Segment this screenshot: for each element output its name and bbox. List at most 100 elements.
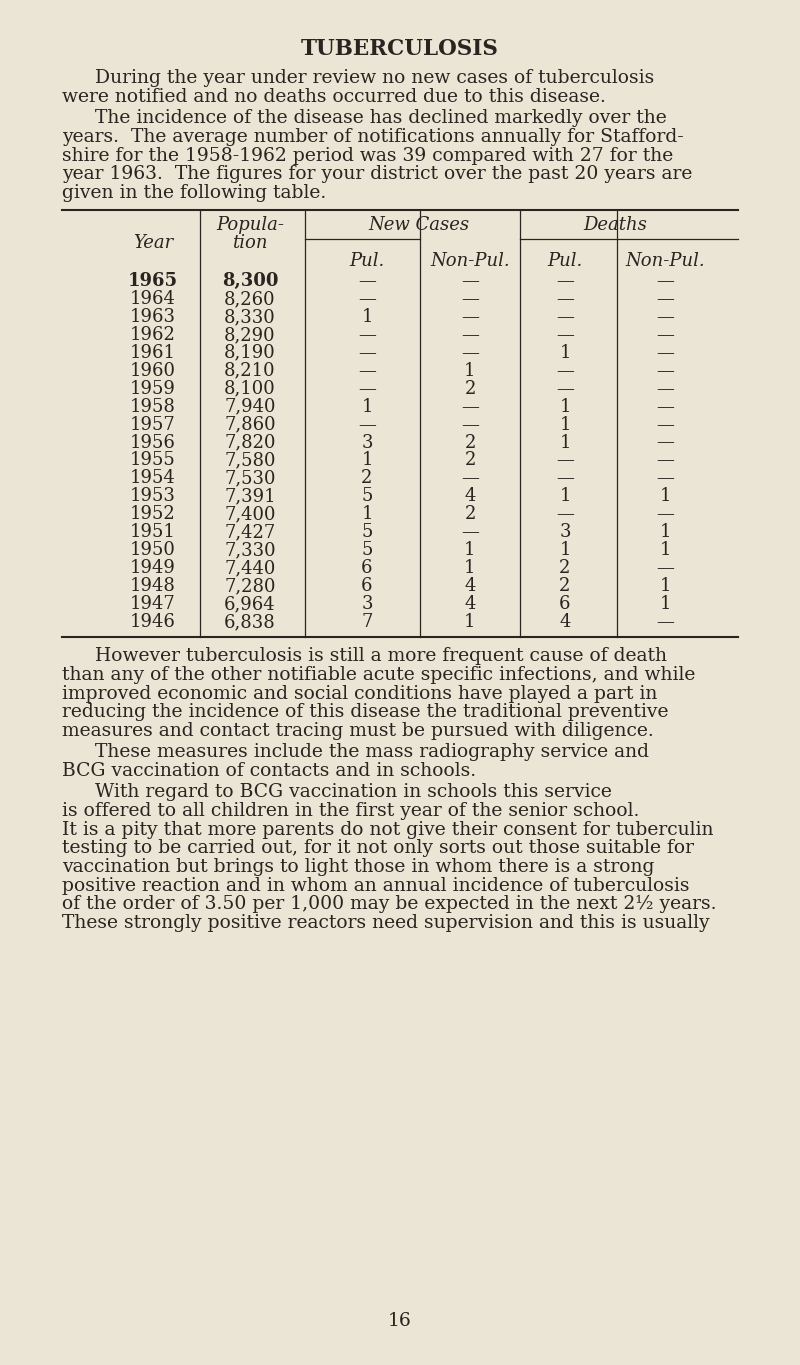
Text: 7,860: 7,860 (224, 415, 276, 434)
Text: 1: 1 (464, 362, 476, 379)
Text: Deaths: Deaths (583, 217, 647, 235)
Text: Non-Pul.: Non-Pul. (625, 253, 705, 270)
Text: testing to be carried out, for it not only sorts out those suitable for: testing to be carried out, for it not on… (62, 839, 694, 857)
Text: 1: 1 (464, 560, 476, 577)
Text: 8,100: 8,100 (224, 379, 276, 397)
Text: 1946: 1946 (130, 613, 176, 631)
Text: 6: 6 (559, 595, 570, 613)
Text: 8,210: 8,210 (224, 362, 276, 379)
Text: 16: 16 (388, 1312, 412, 1330)
Text: 6,964: 6,964 (224, 595, 276, 613)
Text: 1: 1 (362, 308, 373, 326)
Text: —: — (358, 272, 376, 289)
Text: 2: 2 (559, 577, 570, 595)
Text: —: — (656, 379, 674, 397)
Text: 4: 4 (464, 487, 476, 505)
Text: The incidence of the disease has declined markedly over the: The incidence of the disease has decline… (95, 109, 666, 127)
Text: However tuberculosis is still a more frequent cause of death: However tuberculosis is still a more fre… (95, 647, 667, 665)
Text: 1957: 1957 (130, 415, 176, 434)
Text: —: — (656, 272, 674, 289)
Text: —: — (358, 326, 376, 344)
Text: —: — (556, 505, 574, 523)
Text: 4: 4 (559, 613, 570, 631)
Text: These strongly positive reactors need supervision and this is usually: These strongly positive reactors need su… (62, 913, 710, 932)
Text: —: — (556, 326, 574, 344)
Text: —: — (656, 415, 674, 434)
Text: is offered to all children in the first year of the senior school.: is offered to all children in the first … (62, 803, 639, 820)
Text: —: — (461, 470, 479, 487)
Text: —: — (461, 397, 479, 415)
Text: 1953: 1953 (130, 487, 176, 505)
Text: Popula-: Popula- (216, 217, 284, 235)
Text: —: — (556, 379, 574, 397)
Text: Pul.: Pul. (547, 253, 582, 270)
Text: BCG vaccination of contacts and in schools.: BCG vaccination of contacts and in schoo… (62, 762, 476, 779)
Text: 1952: 1952 (130, 505, 176, 523)
Text: 1: 1 (464, 541, 476, 560)
Text: 1954: 1954 (130, 470, 176, 487)
Text: 5: 5 (362, 541, 373, 560)
Text: of the order of 3.50 per 1,000 may be expected in the next 2½ years.: of the order of 3.50 per 1,000 may be ex… (62, 895, 717, 913)
Text: 7,391: 7,391 (224, 487, 276, 505)
Text: —: — (656, 344, 674, 362)
Text: reducing the incidence of this disease the traditional preventive: reducing the incidence of this disease t… (62, 703, 669, 721)
Text: TUBERCULOSIS: TUBERCULOSIS (301, 38, 499, 60)
Text: —: — (656, 397, 674, 415)
Text: were notified and no deaths occurred due to this disease.: were notified and no deaths occurred due… (62, 87, 606, 106)
Text: —: — (358, 379, 376, 397)
Text: 1947: 1947 (130, 595, 176, 613)
Text: —: — (358, 289, 376, 308)
Text: 3: 3 (362, 595, 373, 613)
Text: 2: 2 (559, 560, 570, 577)
Text: —: — (556, 289, 574, 308)
Text: 1: 1 (659, 523, 670, 541)
Text: Year: Year (133, 235, 173, 253)
Text: 1959: 1959 (130, 379, 176, 397)
Text: —: — (461, 523, 479, 541)
Text: 2: 2 (464, 379, 476, 397)
Text: 8,190: 8,190 (224, 344, 276, 362)
Text: 8,260: 8,260 (224, 289, 276, 308)
Text: year 1963.  The figures for your district over the past 20 years are: year 1963. The figures for your district… (62, 165, 692, 183)
Text: —: — (556, 272, 574, 289)
Text: —: — (358, 362, 376, 379)
Text: tion: tion (232, 235, 268, 253)
Text: 2: 2 (464, 505, 476, 523)
Text: —: — (656, 613, 674, 631)
Text: 8,330: 8,330 (224, 308, 276, 326)
Text: —: — (461, 326, 479, 344)
Text: —: — (358, 415, 376, 434)
Text: —: — (358, 344, 376, 362)
Text: than any of the other notifiable acute specific infections, and while: than any of the other notifiable acute s… (62, 666, 695, 684)
Text: 8,290: 8,290 (224, 326, 276, 344)
Text: 1: 1 (362, 452, 373, 470)
Text: —: — (461, 415, 479, 434)
Text: 1963: 1963 (130, 308, 176, 326)
Text: These measures include the mass radiography service and: These measures include the mass radiogra… (95, 744, 649, 762)
Text: 1: 1 (559, 487, 570, 505)
Text: —: — (461, 289, 479, 308)
Text: 1: 1 (559, 344, 570, 362)
Text: 2: 2 (464, 434, 476, 452)
Text: 7,940: 7,940 (224, 397, 276, 415)
Text: 8,300: 8,300 (222, 272, 278, 289)
Text: —: — (656, 560, 674, 577)
Text: —: — (556, 308, 574, 326)
Text: 1: 1 (559, 541, 570, 560)
Text: 1964: 1964 (130, 289, 176, 308)
Text: 1: 1 (362, 397, 373, 415)
Text: 1: 1 (659, 487, 670, 505)
Text: With regard to BCG vaccination in schools this service: With regard to BCG vaccination in school… (95, 784, 612, 801)
Text: 5: 5 (362, 523, 373, 541)
Text: 3: 3 (559, 523, 570, 541)
Text: —: — (556, 452, 574, 470)
Text: —: — (461, 344, 479, 362)
Text: —: — (656, 470, 674, 487)
Text: 1955: 1955 (130, 452, 176, 470)
Text: 1960: 1960 (130, 362, 176, 379)
Text: 1949: 1949 (130, 560, 176, 577)
Text: —: — (556, 362, 574, 379)
Text: 1962: 1962 (130, 326, 176, 344)
Text: 1: 1 (559, 415, 570, 434)
Text: 5: 5 (362, 487, 373, 505)
